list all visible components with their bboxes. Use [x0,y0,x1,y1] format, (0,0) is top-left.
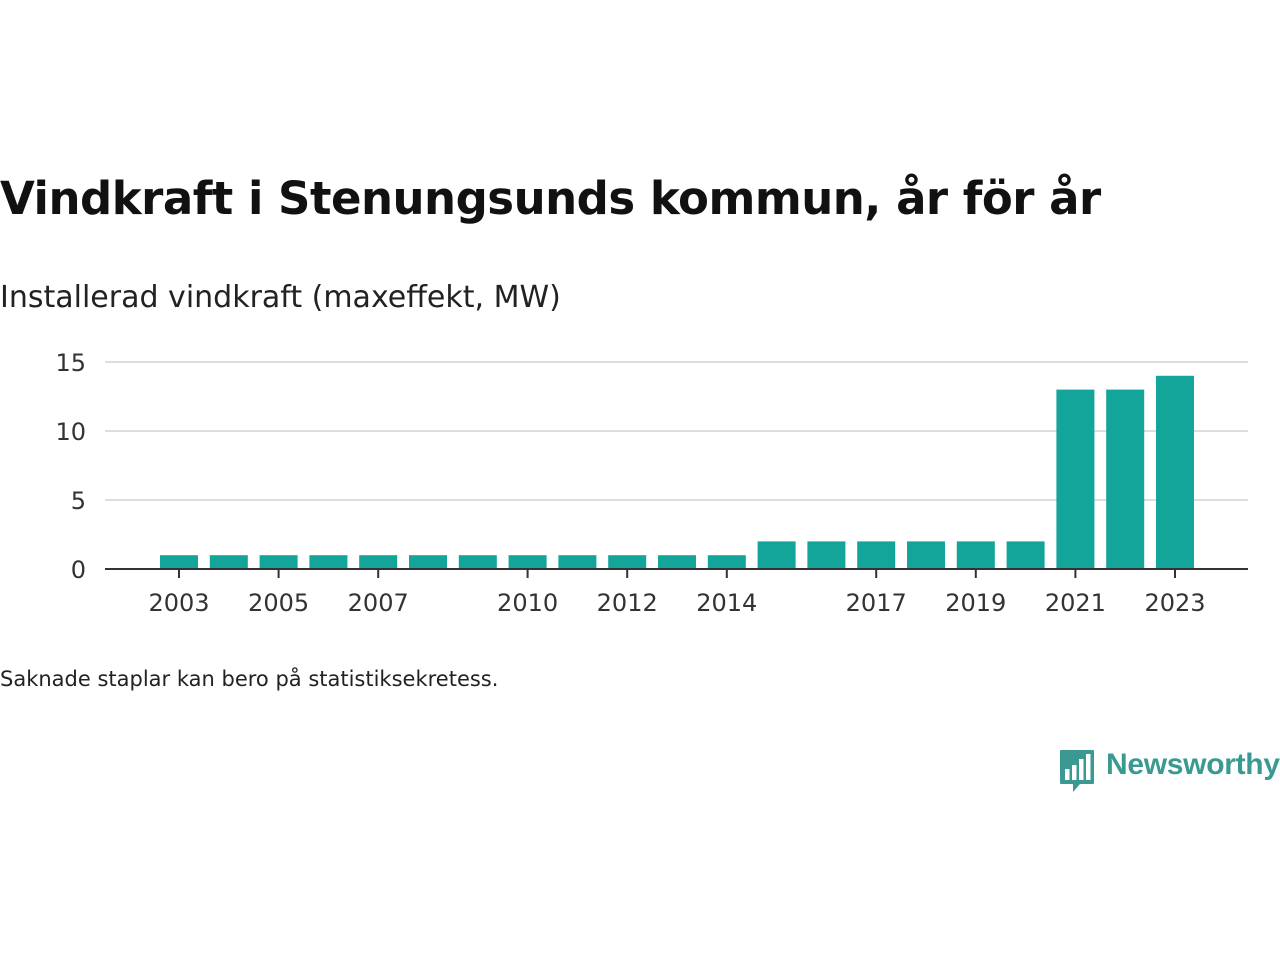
y-tick-label: 5 [71,487,86,515]
bar-2007 [359,555,398,569]
bar-2021 [1056,389,1095,569]
x-tick-label: 2014 [696,589,757,617]
x-tick-label: 2005 [248,589,309,617]
x-tick-label: 2010 [497,589,558,617]
bar-2013 [658,555,696,569]
bar-2018 [907,541,945,569]
bar-2003 [160,555,198,569]
x-tick-label: 2017 [846,589,907,617]
bar-2005 [259,555,298,569]
x-tick-label: 2003 [148,589,209,617]
y-tick-label: 10 [55,418,86,446]
footnote: Saknade staplar kan bero på statistiksek… [0,667,499,691]
bar-2004 [209,555,248,569]
y-tick-label: 0 [71,556,86,584]
bar-2020 [1006,541,1045,569]
brand-name: Newsworthy [1106,748,1280,781]
bar-2017 [857,541,896,569]
bar-2012 [608,555,647,569]
x-tick-label: 2012 [597,589,658,617]
bar-2010 [508,555,547,569]
x-tick-label: 2021 [1045,589,1106,617]
x-tick-label: 2007 [348,589,409,617]
bar-2011 [558,555,597,569]
bars [160,375,1194,569]
chart-subtitle: Installerad vindkraft (maxeffekt, MW) [0,280,561,315]
bar-2015 [757,541,796,569]
x-tick-label: 2023 [1144,589,1205,617]
bar-2022 [1106,389,1145,569]
brand: Newsworthy [1058,748,1280,794]
x-tick-label: 2019 [945,589,1006,617]
bar-2016 [807,541,846,569]
bar-2008 [409,555,447,569]
x-axis-ticks: 2003 2005 2007 2010 2012 2014 2017 2019 2021 2023 [148,569,1206,617]
bar-2006 [309,555,348,569]
chart-title: Vindkraft i Stenungsunds kommun, år för … [0,172,1101,225]
y-tick-label: 15 [55,349,86,377]
bar-2019 [956,541,995,569]
bar-2023 [1156,375,1194,569]
bar-2014 [707,555,746,569]
bar-chart-speech-bubble-icon [1060,750,1094,792]
y-axis-ticks: 0 5 10 15 [55,349,86,584]
bar-2009 [458,555,497,569]
